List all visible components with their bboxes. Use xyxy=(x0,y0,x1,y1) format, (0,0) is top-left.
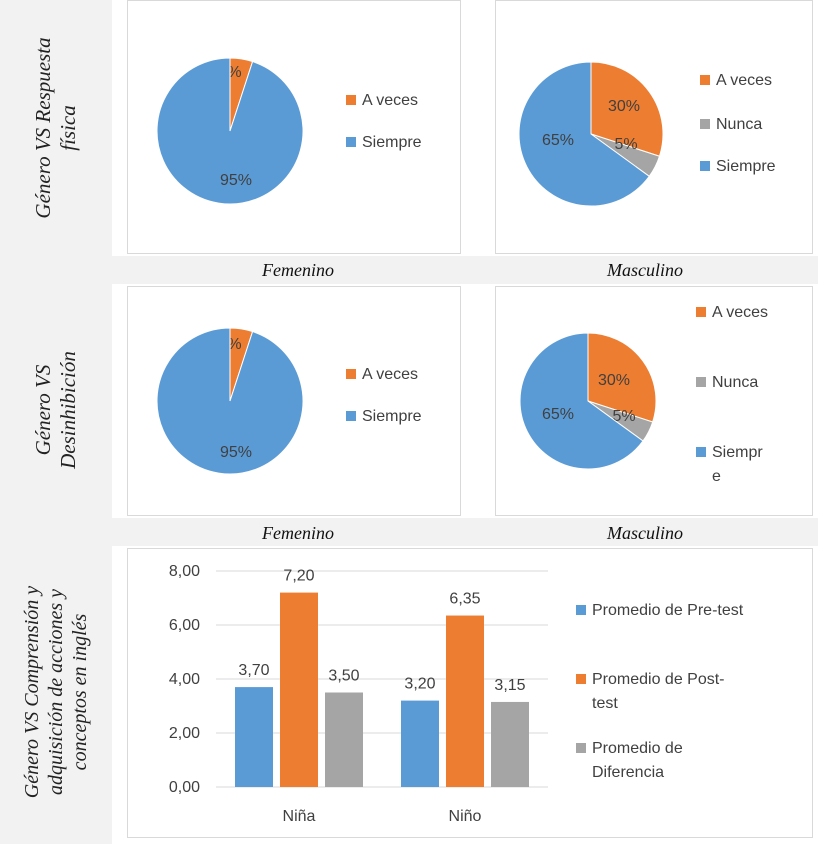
y-tick-label: 2,00 xyxy=(169,725,200,742)
pie-slice xyxy=(587,332,657,423)
pie-slice xyxy=(590,61,664,157)
pie-data-label: 5% xyxy=(612,408,635,425)
row-label-comprension: Género VS Comprensión y adquisición de a… xyxy=(21,585,91,799)
y-tick-label: 6,00 xyxy=(169,617,200,634)
legend-label: A veces xyxy=(716,72,772,89)
column-label-femenino: Femenino xyxy=(262,260,334,280)
legend-swatch xyxy=(346,137,356,147)
column-label-masculino: Masculino xyxy=(607,523,683,543)
legend-label: Siempre xyxy=(716,158,776,175)
legend-swatch xyxy=(700,75,710,85)
bar xyxy=(401,700,439,787)
pie-data-label: 95% xyxy=(220,172,252,189)
bar-data-label: 3,15 xyxy=(494,677,525,694)
legend-swatch xyxy=(576,605,586,615)
legend-swatch xyxy=(700,119,710,129)
legend-swatch xyxy=(696,377,706,387)
row-label-column xyxy=(0,0,112,844)
legend-swatch xyxy=(346,411,356,421)
bar xyxy=(325,692,363,787)
legend-swatch xyxy=(700,161,710,171)
y-tick-label: 4,00 xyxy=(169,671,200,688)
legend-label: A veces xyxy=(362,366,418,383)
pie-data-label: 65% xyxy=(542,406,574,423)
pie-chart-masculino-respuesta: 30% 5% 65% A veces Nunca Siempre xyxy=(518,61,776,207)
legend-swatch xyxy=(576,743,586,753)
y-tick-label: 8,00 xyxy=(169,563,200,580)
bar xyxy=(280,592,318,787)
bar xyxy=(235,687,273,787)
column-label-femenino: Femenino xyxy=(262,523,334,543)
bar-data-label: 6,35 xyxy=(449,591,480,608)
pie-data-label: 30% xyxy=(608,98,640,115)
legend-label: A veces xyxy=(362,92,418,109)
y-tick-label: 0,00 xyxy=(169,779,200,796)
legend-swatch xyxy=(696,447,706,457)
pie-data-label: 30% xyxy=(598,372,630,389)
pie-data-label: 65% xyxy=(542,132,574,149)
legend-label: Promedio de Pre-test xyxy=(592,602,744,619)
bar-data-label: 3,50 xyxy=(328,668,359,685)
pie-data-label: 5% xyxy=(614,136,637,153)
bar xyxy=(446,615,484,787)
pie-chart-masculino-desinhibicion: 30% 5% 65% A veces Nunca Siempr e xyxy=(519,304,768,485)
pie-slice xyxy=(156,327,304,475)
bar-data-label: 3,20 xyxy=(404,676,435,693)
legend-swatch xyxy=(346,369,356,379)
pie-panel-masculino-respuesta: 30% 5% 65% A veces Nunca Siempre xyxy=(495,0,813,254)
legend-label: A veces xyxy=(712,304,768,321)
legend-label: Nunca xyxy=(712,374,758,391)
pie-panel-masculino-desinhibicion: 30% 5% 65% A veces Nunca Siempr e xyxy=(495,286,813,516)
legend-label: Promedio de Post-test xyxy=(592,671,725,712)
pie-slice xyxy=(519,332,644,470)
legend-label: Promedio de Diferencia xyxy=(592,740,683,781)
bar-data-label: 7,20 xyxy=(283,568,314,585)
legend-label: Siempre xyxy=(362,408,422,425)
legend-swatch xyxy=(346,95,356,105)
legend-swatch xyxy=(576,674,586,684)
bar-chart-comprension: 0,00 2,00 4,00 6,00 8,00 3,70 7,20 3,50 Niña 3,20… xyxy=(169,563,744,825)
bar-panel-comprension: 0,00 2,00 4,00 6,00 8,00 3,70 7,20 3,50 Niña 3,20… xyxy=(127,548,813,838)
legend-swatch xyxy=(696,307,706,317)
row-label-desinhibicion: Género VS Desinhibición xyxy=(30,351,80,469)
legend-label: Nunca xyxy=(716,116,762,133)
x-tick-label: Niña xyxy=(283,808,316,825)
pie-slice xyxy=(518,61,650,207)
column-label-masculino: Masculino xyxy=(607,260,683,280)
pie-data-label: 95% xyxy=(220,444,252,461)
column-label-band xyxy=(112,256,818,284)
column-label-band xyxy=(112,518,818,546)
pie-slice xyxy=(156,57,304,205)
legend-label: Siempre xyxy=(362,134,422,151)
row-label-respuesta-fisica: Género VS Respuesta física xyxy=(30,37,80,219)
bar xyxy=(491,701,529,787)
x-tick-label: Niño xyxy=(449,808,482,825)
bar-data-label: 3,70 xyxy=(238,662,269,679)
